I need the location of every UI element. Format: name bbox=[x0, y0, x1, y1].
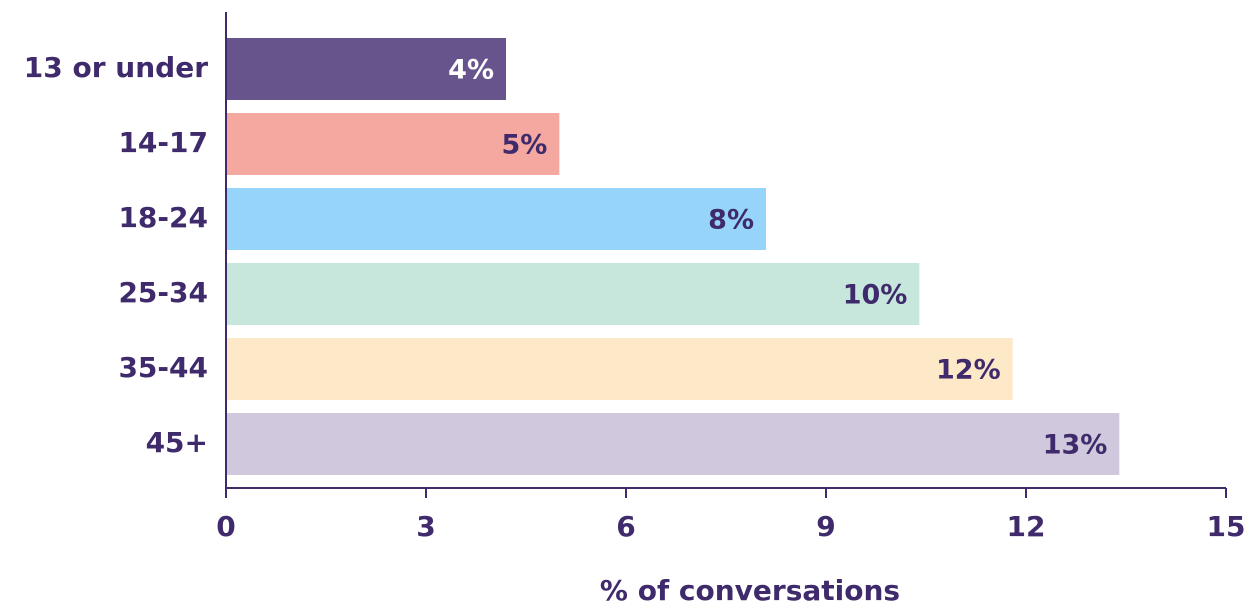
bar bbox=[226, 188, 766, 250]
value-label: 4% bbox=[448, 55, 494, 86]
x-axis-title: % of conversations bbox=[600, 574, 900, 607]
bar bbox=[226, 113, 560, 175]
y-tick-label: 14-17 bbox=[118, 126, 208, 159]
y-tick-label: 18-24 bbox=[118, 201, 208, 234]
y-tick-label: 35-44 bbox=[118, 351, 208, 384]
value-label: 12% bbox=[936, 355, 1001, 386]
x-tick-label: 9 bbox=[816, 510, 835, 543]
bar bbox=[226, 38, 506, 100]
x-tick-label: 15 bbox=[1207, 510, 1246, 543]
x-tick-label: 6 bbox=[616, 510, 635, 543]
y-tick-label: 25-34 bbox=[118, 276, 208, 309]
bar bbox=[226, 413, 1120, 475]
bar bbox=[226, 338, 1013, 400]
y-tick-label: 45+ bbox=[146, 426, 208, 459]
x-tick-label: 12 bbox=[1007, 510, 1046, 543]
y-tick-label: 13 or under bbox=[24, 51, 208, 84]
value-label: 8% bbox=[708, 205, 754, 236]
bar bbox=[226, 263, 920, 325]
value-label: 5% bbox=[501, 130, 547, 161]
value-label: 13% bbox=[1043, 430, 1108, 461]
x-tick-label: 0 bbox=[216, 510, 235, 543]
value-label: 10% bbox=[843, 280, 908, 311]
x-tick-label: 3 bbox=[416, 510, 435, 543]
